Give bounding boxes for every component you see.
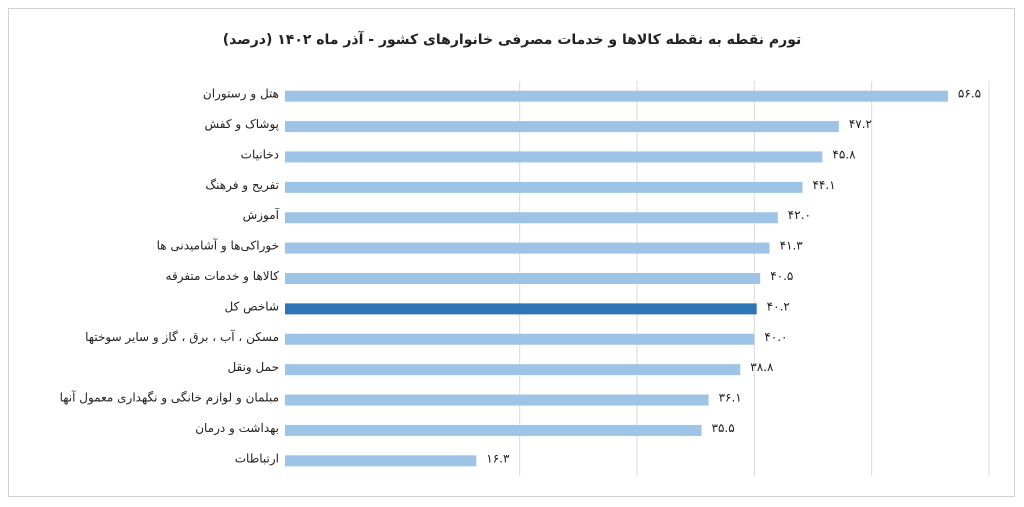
- category-label: پوشاک و کفش: [205, 117, 280, 132]
- bar: [285, 333, 755, 345]
- category-label: مبلمان و لوازم خانگی و نگهداری معمول آنه…: [60, 390, 279, 406]
- value-label: ۳۶.۱: [719, 391, 742, 405]
- value-label: ۴۲.۰: [788, 208, 811, 222]
- category-label: بهداشت و درمان: [195, 421, 279, 436]
- bar: [285, 242, 770, 254]
- bar: [285, 364, 741, 376]
- value-label: ۳۵.۵: [712, 421, 735, 435]
- category-label: کالاها و خدمات متفرقه: [166, 269, 280, 284]
- bar: [285, 181, 803, 193]
- category-label: شاخص کل: [225, 299, 279, 314]
- value-label: ۵۶.۵: [958, 87, 981, 101]
- value-label: ۴۴.۱: [812, 178, 835, 192]
- value-label: ۴۵.۸: [832, 147, 856, 161]
- value-label: ۱۶.۳: [486, 451, 510, 465]
- bar: [285, 121, 839, 133]
- value-label: ۴۰.۲: [767, 299, 790, 313]
- category-label: هتل و رستوران: [203, 87, 279, 102]
- category-label: تفریح و فرهنگ: [205, 178, 279, 193]
- bar: [285, 273, 761, 284]
- bar: [285, 424, 702, 436]
- category-label: حمل ونقل: [227, 360, 279, 375]
- value-label: ۴۷.۲: [849, 117, 872, 131]
- bar: [285, 151, 823, 163]
- category-label: دخانیات: [241, 147, 279, 161]
- bar: [285, 90, 948, 102]
- value-label: ۴۰.۰: [764, 330, 787, 344]
- category-label: آموزش: [243, 207, 280, 223]
- value-label: ۳۸.۸: [750, 360, 774, 374]
- category-label: ارتباطات: [235, 451, 279, 466]
- category-label: خوراکی‌ها و آشامیدنی ها: [157, 238, 279, 254]
- chart-title: تورم نقطه به نقطه کالاها و خدمات مصرفی خ…: [223, 30, 802, 48]
- bar: [285, 212, 778, 224]
- bar: [285, 394, 709, 406]
- bar: [285, 455, 477, 467]
- bar: [285, 303, 757, 315]
- category-label: مسکن ، آب ، برق ، گاز و سایر سوختها: [85, 329, 279, 345]
- value-label: ۴۰.۵: [770, 269, 793, 283]
- value-label: ۴۱.۳: [780, 239, 804, 253]
